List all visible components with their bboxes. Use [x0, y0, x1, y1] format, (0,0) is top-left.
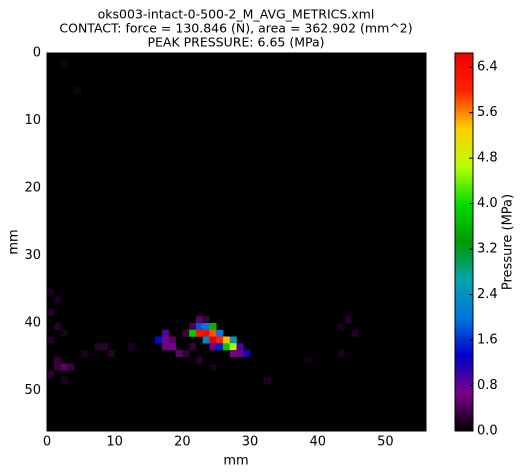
heatmap-cell [202, 316, 210, 324]
heatmap-cell [168, 336, 176, 344]
y-tick-label: 10 [24, 113, 41, 128]
colorbar-tick-label: 1.6 [477, 333, 498, 348]
heatmap-cell [47, 289, 55, 297]
y-axis-label: mm [7, 229, 22, 254]
y-tick-label: 50 [24, 383, 41, 398]
heatmap-cell [236, 343, 244, 351]
heatmap-cell [209, 363, 217, 371]
heatmap-cell [189, 329, 197, 337]
heatmap-cell [209, 343, 217, 351]
x-tick-label: 40 [309, 435, 326, 450]
heatmap-cell [74, 86, 82, 94]
heatmap-cell [53, 363, 61, 371]
heatmap-cell [47, 309, 55, 317]
heatmap-cell [209, 323, 217, 331]
heatmap-cell [216, 343, 224, 351]
heatmap-cell [80, 350, 88, 358]
heatmap-cell [195, 316, 203, 324]
heatmap-cell [344, 316, 352, 324]
heatmap-cell [53, 296, 61, 304]
heatmap-cell [60, 377, 68, 385]
colorbar-tick-label: 0.8 [477, 378, 498, 393]
heatmap-cell [60, 329, 68, 337]
colorbar-tick-label: 4.8 [477, 151, 498, 166]
title-line: oks003-intact-0-500-2_M_AVG_METRICS.xml [98, 7, 375, 22]
colorbar-tick-label: 6.4 [477, 60, 498, 75]
heatmap-cell [351, 329, 359, 337]
colorbar-tick-label: 4.0 [477, 196, 498, 211]
heatmap-cell [189, 343, 197, 351]
colorbar-tick-label: 5.6 [477, 105, 498, 120]
heatmap-cell [236, 350, 244, 358]
plot-frame [46, 52, 427, 432]
title-line: PEAK PRESSURE: 6.65 (MPa) [147, 35, 324, 50]
heatmap-cell [182, 329, 190, 337]
heatmap-cell [107, 350, 115, 358]
colorbar-tick-label: 3.2 [477, 242, 498, 257]
heatmap-cell [216, 336, 224, 344]
heatmap-cell [101, 343, 109, 351]
heatmap-cell [222, 343, 231, 351]
heatmap-cell [60, 363, 68, 371]
colorbar-label: Pressure (MPa) [501, 194, 516, 290]
colorbar [454, 52, 474, 432]
heatmap-cell [67, 363, 75, 371]
heatmap-cell [60, 59, 68, 67]
heatmap-cell [53, 323, 61, 331]
heatmap-cell [128, 343, 136, 351]
heatmap-cell [229, 336, 237, 344]
heatmap-cell [338, 350, 346, 358]
heatmap-cell [47, 370, 55, 378]
heatmap-cell [304, 356, 312, 364]
heatmap-cell [195, 323, 203, 331]
x-tick-label: 10 [106, 435, 123, 450]
x-axis-label: mm [223, 454, 248, 469]
heatmap-cell [168, 343, 176, 351]
heatmap-cell [202, 336, 210, 344]
heatmap-cell [162, 343, 170, 351]
y-tick-label: 20 [24, 181, 41, 196]
y-tick-label: 0 [33, 46, 41, 61]
heatmap-cell [47, 336, 55, 344]
colorbar-tick-label: 0.0 [477, 424, 498, 439]
heatmap-cell [222, 336, 231, 344]
x-tick-label: 20 [174, 435, 191, 450]
heatmap-cell [182, 350, 190, 358]
y-tick-label: 40 [24, 316, 41, 331]
heatmap-cell [216, 329, 224, 337]
title-line: CONTACT: force = 130.846 (N), area = 362… [59, 21, 412, 36]
heatmap-cell [243, 350, 251, 358]
heatmap-cell [229, 350, 237, 358]
heatmap-cell [53, 356, 61, 364]
colorbar-tick-label: 2.4 [477, 287, 498, 302]
heatmap-cell [175, 350, 183, 358]
heatmap-cell [189, 323, 197, 331]
heatmap-cell [155, 336, 163, 344]
heatmap-cell [162, 336, 170, 344]
heatmap-cell [162, 329, 170, 337]
x-tick-label: 0 [43, 435, 51, 450]
heatmap-cell [195, 329, 203, 337]
heatmap-cell [202, 329, 210, 337]
plot-background [47, 53, 426, 431]
heatmap-cell [94, 343, 102, 351]
heatmap-cell [202, 323, 210, 331]
y-tick-label: 30 [24, 248, 41, 263]
x-tick-label: 50 [377, 435, 394, 450]
heatmap-cell [338, 323, 346, 331]
heatmap-cell [209, 329, 217, 337]
heatmap-cell [195, 356, 203, 364]
heatmap-cell [209, 336, 217, 344]
x-tick-label: 30 [242, 435, 259, 450]
heatmap-cell [263, 377, 271, 385]
heatmap-cell [229, 343, 237, 351]
